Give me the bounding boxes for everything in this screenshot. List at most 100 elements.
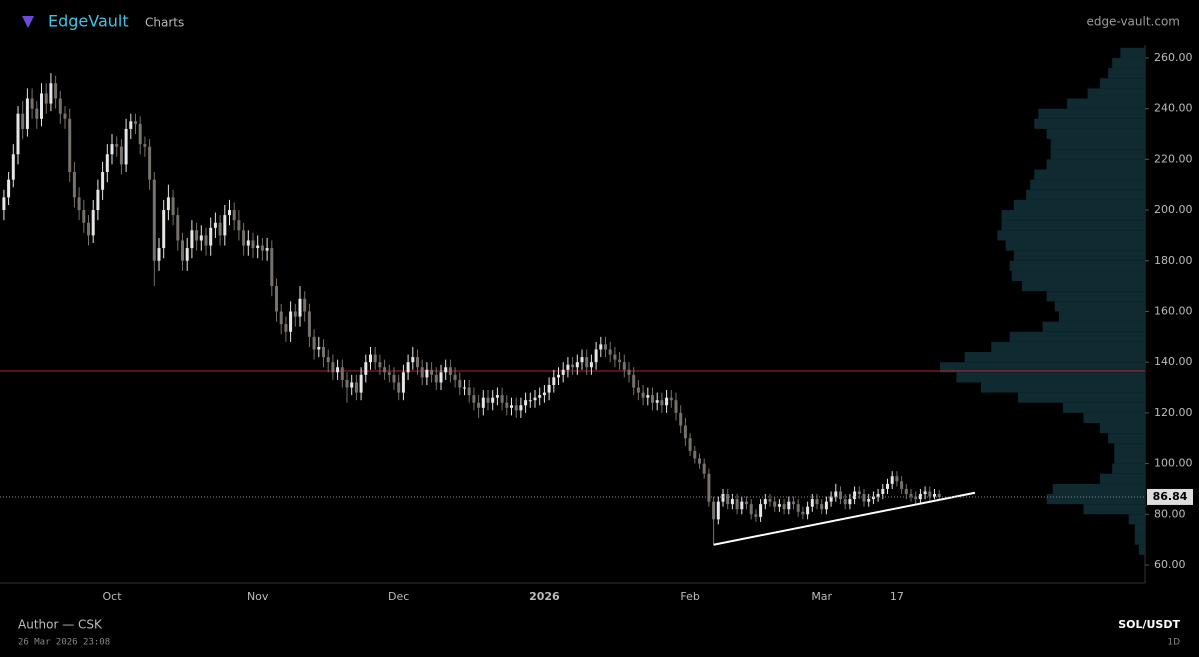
candle-body [754,514,758,517]
volume-profile-bar [1046,291,1145,302]
symbol: SOL/USDT [1118,618,1180,631]
last-price-box [1147,488,1193,505]
candle-body [317,346,321,350]
candle-body [853,491,857,500]
candle-body [218,222,222,236]
x-tick-label: Dec [388,590,409,603]
candle-body [604,344,607,350]
candle-body [702,463,706,474]
candle-body [199,235,203,241]
candle-body [284,324,288,332]
volume-profile-bar [1001,220,1145,231]
candle-body [58,98,62,114]
candle-body [345,379,349,388]
candle-body [228,210,231,216]
candle-body [500,395,504,403]
candle-body [829,496,833,502]
candle-body [730,499,734,505]
y-tick-label: 60.00 [1154,558,1186,571]
candle-body [467,387,471,396]
candle-body [411,357,415,363]
candle-body [96,189,100,211]
volume-profile-bar [1030,179,1145,190]
candle-body [77,197,81,211]
candle-body [909,494,913,497]
candle-body [528,400,532,402]
candle-body [166,197,170,211]
volume-profile-bar [964,352,1145,363]
candle-body [270,248,274,287]
candle-body [632,374,636,388]
candle-body [124,128,128,165]
candle-body [933,494,936,497]
y-tick-label: 100.00 [1154,457,1193,470]
y-tick-label: 160.00 [1154,304,1193,317]
candle-body [30,98,34,109]
candle-body [810,499,814,507]
volume-profile-bar [1099,78,1145,89]
logo [22,16,34,28]
volume-profile-bar [1112,57,1145,69]
y-tick-label: 200.00 [1154,203,1193,216]
volume-profile-bar [991,341,1145,353]
volume-profile-bar [1083,504,1145,515]
candle-body [54,83,58,99]
candle-body [881,488,885,495]
volume-profile-bar [1050,149,1145,160]
volume-profile-bar [1128,514,1145,525]
candle-body [495,395,499,398]
candle-body [787,501,791,510]
candle-body [646,395,650,398]
volume-profile-bar [1009,331,1145,342]
x-tick-label: 17 [890,590,904,603]
candle-body [110,144,114,155]
candle-body [749,504,753,515]
candle-body [129,121,133,129]
candle-body [599,344,603,350]
candle-body [190,230,194,249]
candle-body [636,387,640,393]
y-tick-label: 80.00 [1154,507,1186,520]
candle-body [223,215,227,236]
candle-body [721,494,725,502]
x-tick-label: Nov [247,590,269,603]
candle-body [481,397,485,408]
candle-body [49,83,53,104]
volume-profile-bar [1005,240,1145,251]
candle-body [824,501,828,510]
volume-profile-bar [1114,443,1145,454]
candle-body [698,458,701,464]
candle-body [712,501,716,520]
candle-body [867,499,871,502]
candle-body [322,346,325,358]
candle-body [298,298,302,317]
volume-profile-bar [1034,118,1145,129]
site: edge-vault.com [1086,15,1180,29]
candle-body [242,230,246,246]
candle-body [209,227,213,246]
y-tick-label: 240.00 [1154,102,1193,115]
candle-body [7,179,11,198]
candle-body [477,402,481,408]
candle-body [763,499,767,505]
candle-body [768,499,772,502]
candle-body [782,504,786,510]
candle-body [792,501,795,505]
candle-body [448,367,452,375]
candle-body [331,362,335,373]
candle-body [519,405,523,411]
candle-body [759,504,763,517]
candle-body [16,113,20,155]
candle-body [340,367,344,380]
x-tick-label: Mar [811,590,832,603]
candle-body [575,362,579,368]
candle-body [745,501,748,505]
candle-body [312,336,316,350]
candle-body [552,377,556,385]
candle-body [928,491,932,497]
volume-profile-bar [1013,250,1145,261]
volume-profile-bar [1052,483,1145,495]
candle-body [162,210,166,249]
candle-body [181,240,184,261]
